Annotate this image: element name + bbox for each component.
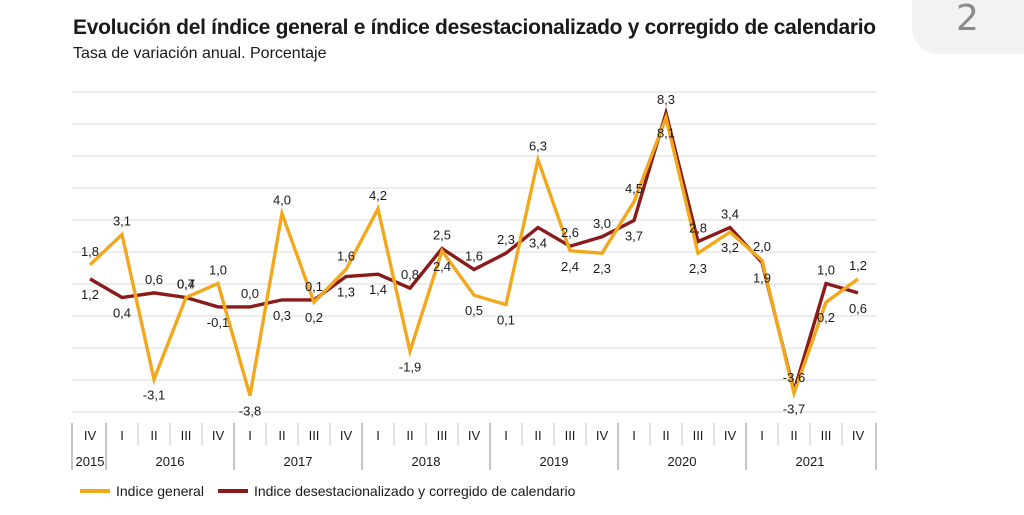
x-tick-label: IV [212,428,225,443]
data-label-general: 0,2 [817,310,835,325]
data-label-general: 2,4 [561,259,579,274]
data-label-general: 8,1 [657,126,675,141]
x-tick-label: IV [724,428,737,443]
x-tick-label: II [150,428,157,443]
x-tick-label: I [376,428,380,443]
data-label-general: 2,3 [593,261,611,276]
data-label-adjusted: 0,6 [849,301,867,316]
data-label-general: 1,6 [337,249,355,264]
x-tick-label: III [693,428,704,443]
x-year-label: 2016 [156,454,185,469]
data-label-adjusted: 2,6 [561,225,579,240]
data-label-general: 0,5 [465,303,483,318]
data-label-general: 6,3 [529,139,547,154]
data-label-general: 1,2 [849,258,867,273]
data-label-adjusted: 1,6 [465,249,483,264]
data-label-adjusted: 1,3 [337,285,355,300]
x-year-label: 2020 [668,454,697,469]
data-label-adjusted: 1,4 [369,282,387,297]
x-year-label: 2017 [284,454,313,469]
data-label-adjusted: 1,0 [817,263,835,278]
data-label-adjusted: 0,8 [401,267,419,282]
data-label-adjusted: 2,3 [497,232,515,247]
data-label-adjusted: 2,5 [433,227,451,242]
page-number: 2 [956,0,979,39]
data-label-adjusted: -0,1 [207,315,229,330]
data-label-adjusted: 8,3 [657,92,675,107]
x-year-label: 2019 [540,454,569,469]
line-chart: IV I II III IV I II III IV I II III IV I II III IV I II III… [71,91,877,470]
data-label-adjusted: 0,6 [145,272,163,287]
data-label-general: -3,8 [239,404,261,419]
data-label-adjusted: 1,9 [753,271,771,286]
data-label-general: -3,1 [143,387,165,402]
legend-label-adjusted: Indice desestacionalizado y corregido de… [253,483,576,499]
x-tick-label: II [534,428,541,443]
x-tick-label: IV [852,428,865,443]
x-tick-label: II [406,428,413,443]
data-label-adjusted: 0,0 [241,286,259,301]
page-number-tab: 2 [912,0,1024,54]
chart-subtitle: Tasa de variación anual. Porcentaje [73,45,327,62]
x-tick-label: III [309,428,320,443]
series-line-adjusted [89,106,859,398]
data-label-general: 2,4 [433,259,451,274]
x-tick-label: I [504,428,508,443]
data-label-general: 4,5 [625,181,643,196]
data-label-adjusted: 1,2 [81,287,99,302]
legend-swatch-general [80,489,110,493]
x-tick-label: IV [596,428,609,443]
x-year-label: 2021 [796,454,825,469]
legend-item-general: Indice general [80,483,204,499]
x-year-label: 2018 [412,454,441,469]
data-label-general: 0,2 [305,310,323,325]
x-tick-label: II [278,428,285,443]
x-tick-label: III [181,428,192,443]
data-label-general: 2,3 [689,261,707,276]
data-label-general: -1,9 [399,359,421,374]
legend-swatch-adjusted [217,489,248,493]
data-label-general: 4,0 [273,192,291,207]
x-year-label: 2015 [76,454,105,469]
data-label-general: 2,0 [753,239,771,254]
data-label-adjusted: 3,4 [721,206,739,221]
x-tick-label: II [790,428,797,443]
data-label-adjusted: 0,3 [273,308,291,323]
data-label-general: 1,8 [81,244,99,259]
x-tick-label: IV [84,428,97,443]
legend-item-adjusted: Indice desestacionalizado y corregido de… [217,483,576,499]
data-label-general: 3,1 [113,213,131,228]
data-label-adjusted: 0,1 [305,279,323,294]
data-label-general: 0,4 [177,277,195,292]
x-tick-label: IV [340,428,353,443]
legend-label-general: Indice general [116,483,204,499]
x-tick-label: III [565,428,576,443]
x-tick-label: III [437,428,448,443]
data-label-general: 1,0 [209,263,227,278]
data-label-adjusted: 0,7 [177,277,195,292]
data-label-adjusted: 0,4 [113,306,131,321]
x-tick-label: I [632,428,636,443]
x-tick-label: I [760,428,764,443]
data-label-adjusted: 3,7 [625,228,643,243]
data-label-adjusted: 3,4 [529,235,547,250]
data-label-general: 3,2 [721,240,739,255]
chart-title: Evolución del índice general e índice de… [73,16,876,39]
chart-legend: Indice general Indice desestacionalizado… [80,483,589,499]
series-line-general [88,111,860,400]
data-label-general: -3,7 [783,401,805,416]
x-tick-label: I [120,428,124,443]
x-tick-label: III [821,428,832,443]
data-label-adjusted: 3,0 [593,216,611,231]
x-tick-label: IV [468,428,481,443]
data-label-general: 0,1 [497,313,515,328]
x-tick-label: II [662,428,669,443]
data-label-adjusted: 2,8 [689,220,707,235]
data-label-general: 4,2 [369,188,387,203]
x-tick-label: I [248,428,252,443]
data-label-adjusted: -3,6 [783,370,805,385]
